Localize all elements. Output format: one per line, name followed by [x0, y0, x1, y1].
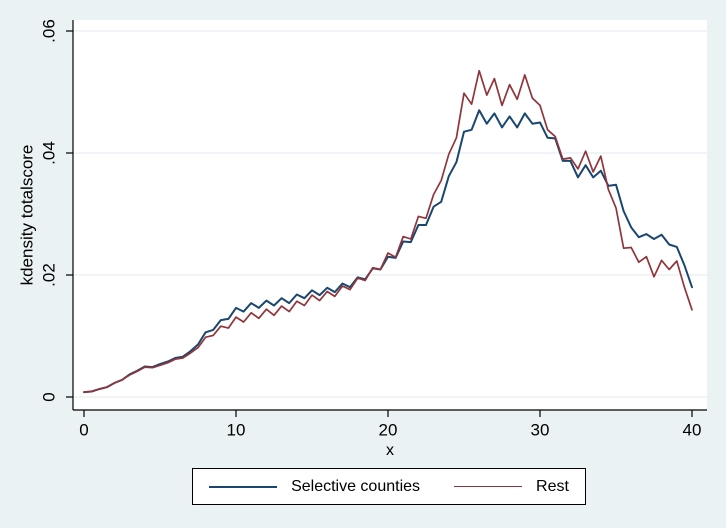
y-tick-label: .02 — [39, 263, 59, 287]
legend-label: Selective counties — [291, 477, 421, 495]
legend-line-sample — [209, 485, 278, 488]
plot-background — [73, 20, 707, 410]
y-axis-title: kdensity totalscore — [17, 144, 37, 286]
legend-box: Selective counties Rest — [192, 468, 586, 505]
x-tick-label: 20 — [378, 420, 398, 440]
legend-line-sample — [454, 486, 523, 487]
y-tick-label: .04 — [39, 141, 59, 165]
x-tick-label: 10 — [226, 420, 246, 440]
y-tick-label: 0 — [39, 392, 59, 402]
x-tick-label: 30 — [530, 420, 550, 440]
x-tick-label: 0 — [79, 420, 89, 440]
density-curve-selective-counties — [83, 109, 693, 394]
legend-label: Rest — [536, 477, 569, 495]
legend-entry-rest: Rest — [454, 477, 569, 495]
density-curve-rest — [83, 69, 693, 393]
legend-entry-selective-counties: Selective counties — [209, 477, 421, 495]
x-tick-label: 40 — [682, 420, 702, 440]
y-tick-label: .06 — [39, 19, 59, 43]
x-axis-title: x — [386, 442, 394, 459]
